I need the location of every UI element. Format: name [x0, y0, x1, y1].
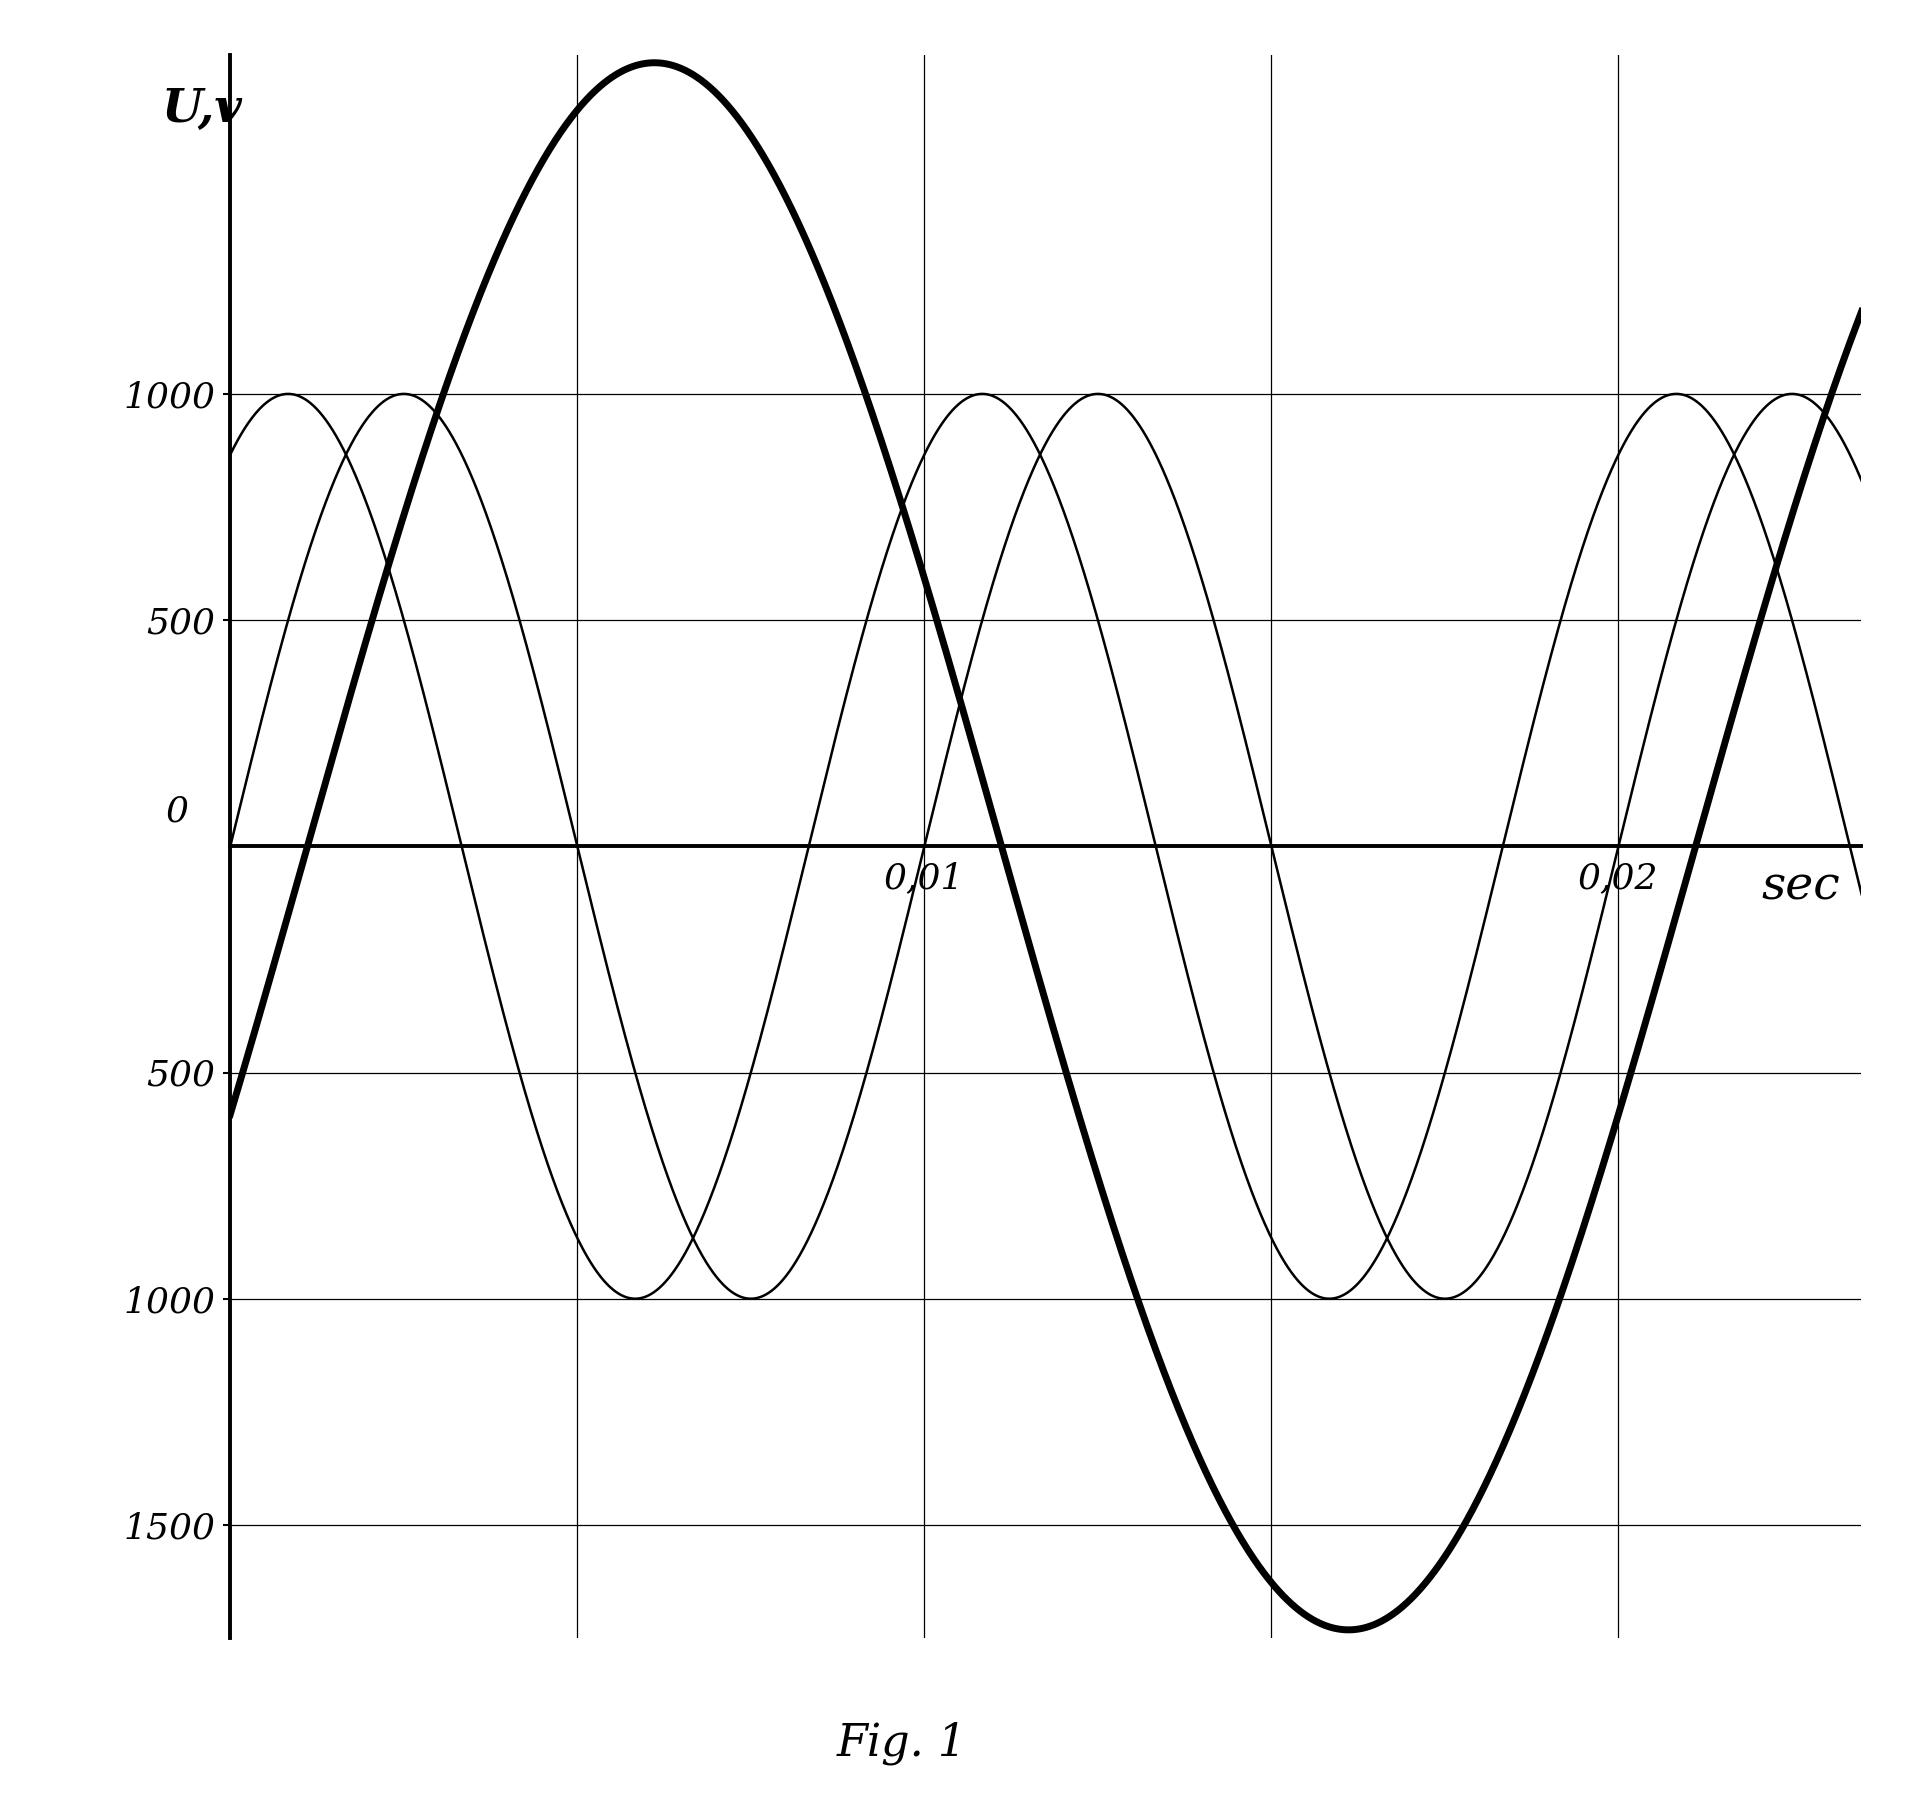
Text: Fig. 1: Fig. 1 — [837, 1722, 967, 1765]
Text: sec: sec — [1762, 864, 1840, 910]
Text: U,v: U,v — [161, 86, 242, 133]
Text: 0: 0 — [165, 794, 188, 828]
